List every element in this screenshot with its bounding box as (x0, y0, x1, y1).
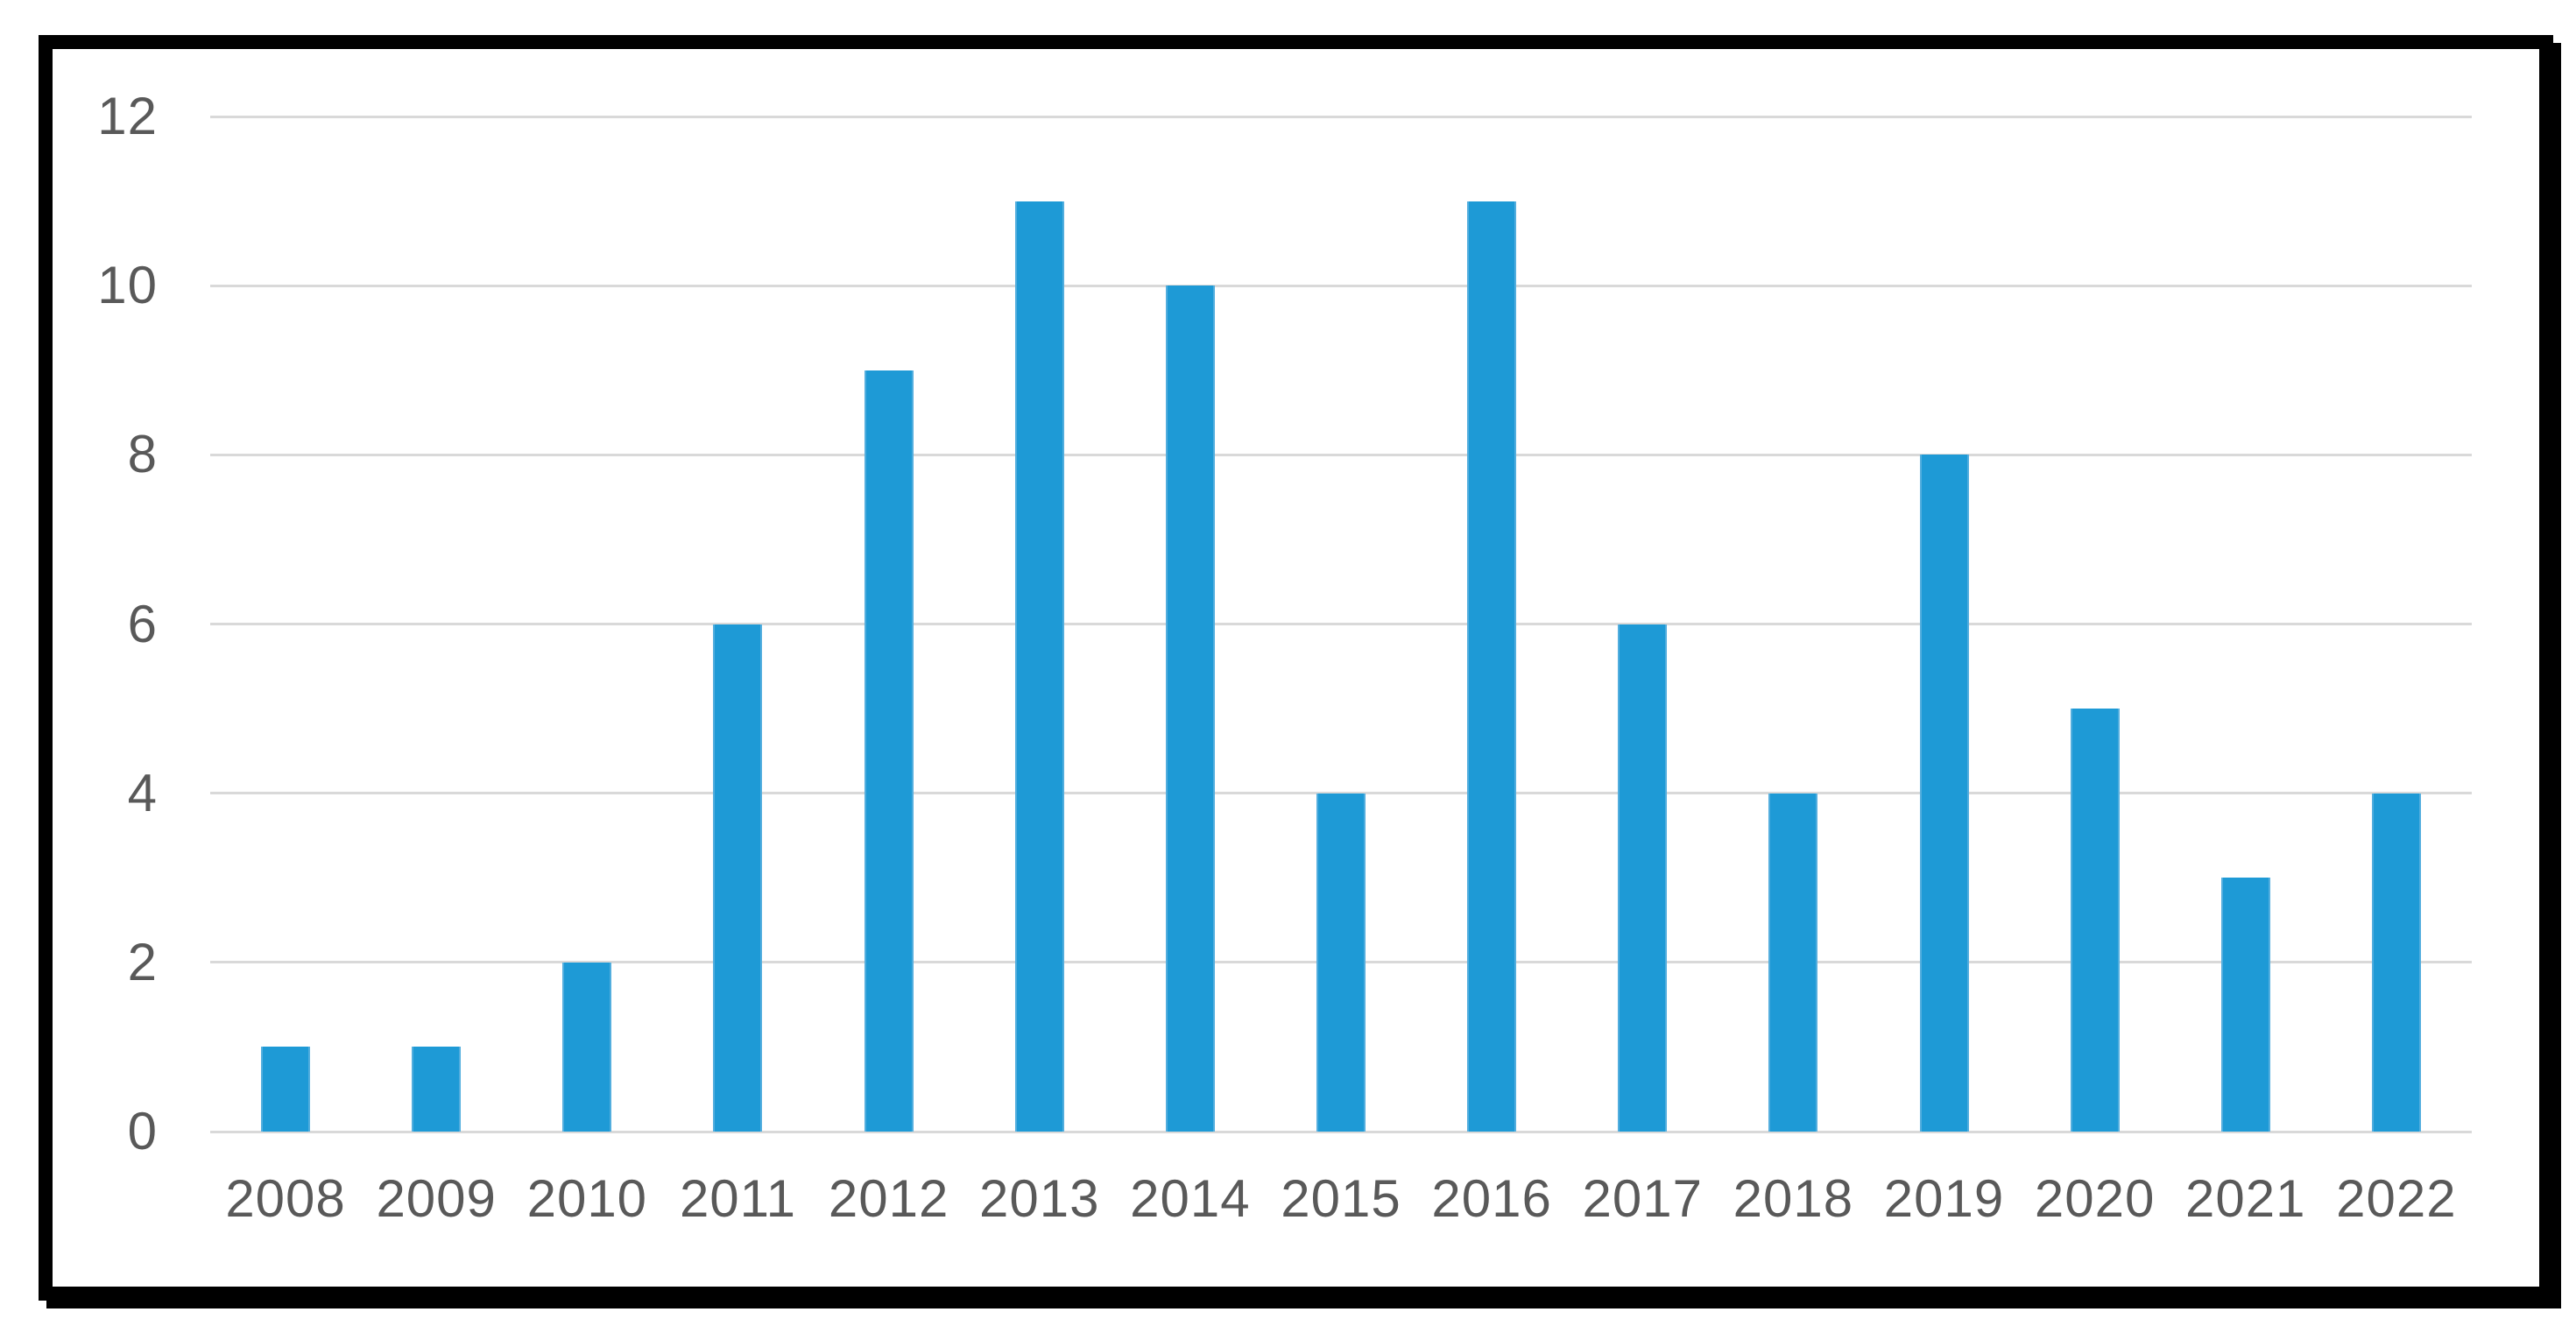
y-tick-label-8: 8 (127, 425, 158, 484)
bar-2015 (1316, 793, 1366, 1132)
x-tick-label-2015: 2015 (1281, 1169, 1401, 1228)
x-tick-label-2017: 2017 (1582, 1169, 1703, 1228)
x-tick-label-2012: 2012 (828, 1169, 949, 1228)
bar-2021 (2220, 878, 2270, 1132)
x-tick-label-2016: 2016 (1431, 1169, 1552, 1228)
x-tick-label-2009: 2009 (376, 1169, 497, 1228)
y-tick-label-0: 0 (127, 1102, 158, 1160)
bar-2008 (261, 1047, 311, 1132)
x-tick-label-2010: 2010 (526, 1169, 648, 1228)
x-tick-label-2018: 2018 (1733, 1169, 1854, 1228)
bar-2011 (713, 624, 763, 1132)
gridline-y-0 (210, 1130, 2472, 1133)
gridline-y-6 (210, 623, 2472, 625)
bar-2022 (2371, 793, 2421, 1132)
x-tick-label-2013: 2013 (978, 1169, 1100, 1228)
bar-chart-canvas: 0 2 4 6 8 10 12 2008 2009 2010 2011 2012 2013 2014 20… (53, 49, 2539, 1287)
bar-2016 (1467, 201, 1517, 1132)
bar-2017 (1618, 624, 1668, 1132)
y-tick-label-4: 4 (127, 763, 158, 822)
bar-2013 (1014, 201, 1064, 1132)
bar-2019 (1919, 455, 1969, 1132)
chart-frame: 0 2 4 6 8 10 12 2008 2009 2010 2011 2012 2013 2014 20… (39, 35, 2553, 1301)
y-tick-label-12: 12 (97, 87, 158, 145)
x-tick-label-2021: 2021 (2185, 1169, 2306, 1228)
gridline-y-8 (210, 453, 2472, 456)
gridline-y-12 (210, 115, 2472, 118)
bar-2018 (1768, 793, 1818, 1132)
y-tick-label-10: 10 (97, 256, 158, 315)
x-tick-label-2022: 2022 (2336, 1169, 2457, 1228)
gridline-y-10 (210, 284, 2472, 287)
x-tick-label-2014: 2014 (1130, 1169, 1251, 1228)
y-tick-label-2: 2 (127, 932, 158, 991)
y-tick-label-6: 6 (127, 594, 158, 653)
x-tick-label-2008: 2008 (225, 1169, 346, 1228)
bar-2010 (562, 962, 612, 1132)
x-tick-label-2019: 2019 (1883, 1169, 2005, 1228)
bar-2012 (864, 370, 914, 1132)
bar-2009 (412, 1047, 462, 1132)
x-tick-label-2011: 2011 (679, 1169, 796, 1228)
bar-2014 (1165, 286, 1215, 1132)
bar-2020 (2070, 709, 2120, 1132)
x-tick-label-2020: 2020 (2034, 1169, 2156, 1228)
